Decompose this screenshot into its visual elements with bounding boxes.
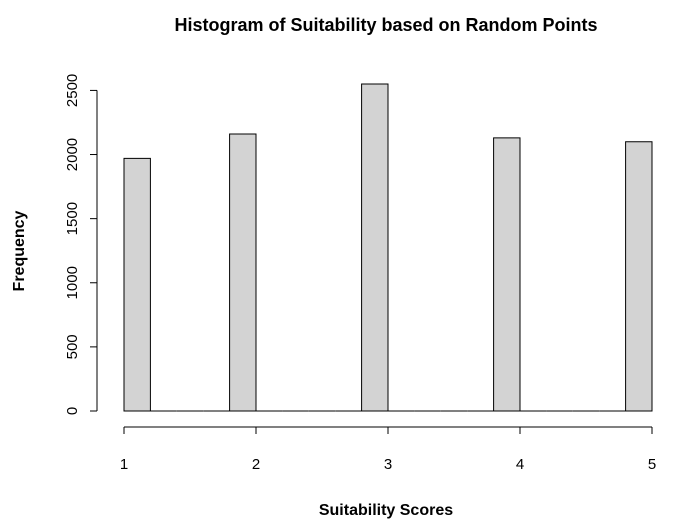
y-tick-label: 2500 (64, 74, 81, 107)
y-tick-label: 1500 (64, 202, 81, 235)
bar (493, 137, 521, 412)
chart-title: Histogram of Suitability based on Random… (174, 15, 597, 35)
y-tick-label: 500 (64, 334, 81, 359)
bar (123, 157, 151, 412)
x-tick-label: 4 (516, 456, 524, 473)
x-tick-label: 3 (384, 456, 392, 473)
x-tick-label: 5 (648, 456, 656, 473)
bar (229, 133, 257, 412)
y-tick-label: 2000 (64, 138, 81, 171)
y-axis-label: Frequency (11, 210, 28, 291)
y-tick-label: 0 (64, 407, 81, 415)
y-tick-label: 1000 (64, 266, 81, 299)
x-axis-label: Suitability Scores (319, 502, 453, 519)
bar (361, 83, 389, 412)
bar (625, 141, 653, 412)
x-tick-label: 2 (252, 456, 260, 473)
x-tick-label: 1 (120, 456, 128, 473)
